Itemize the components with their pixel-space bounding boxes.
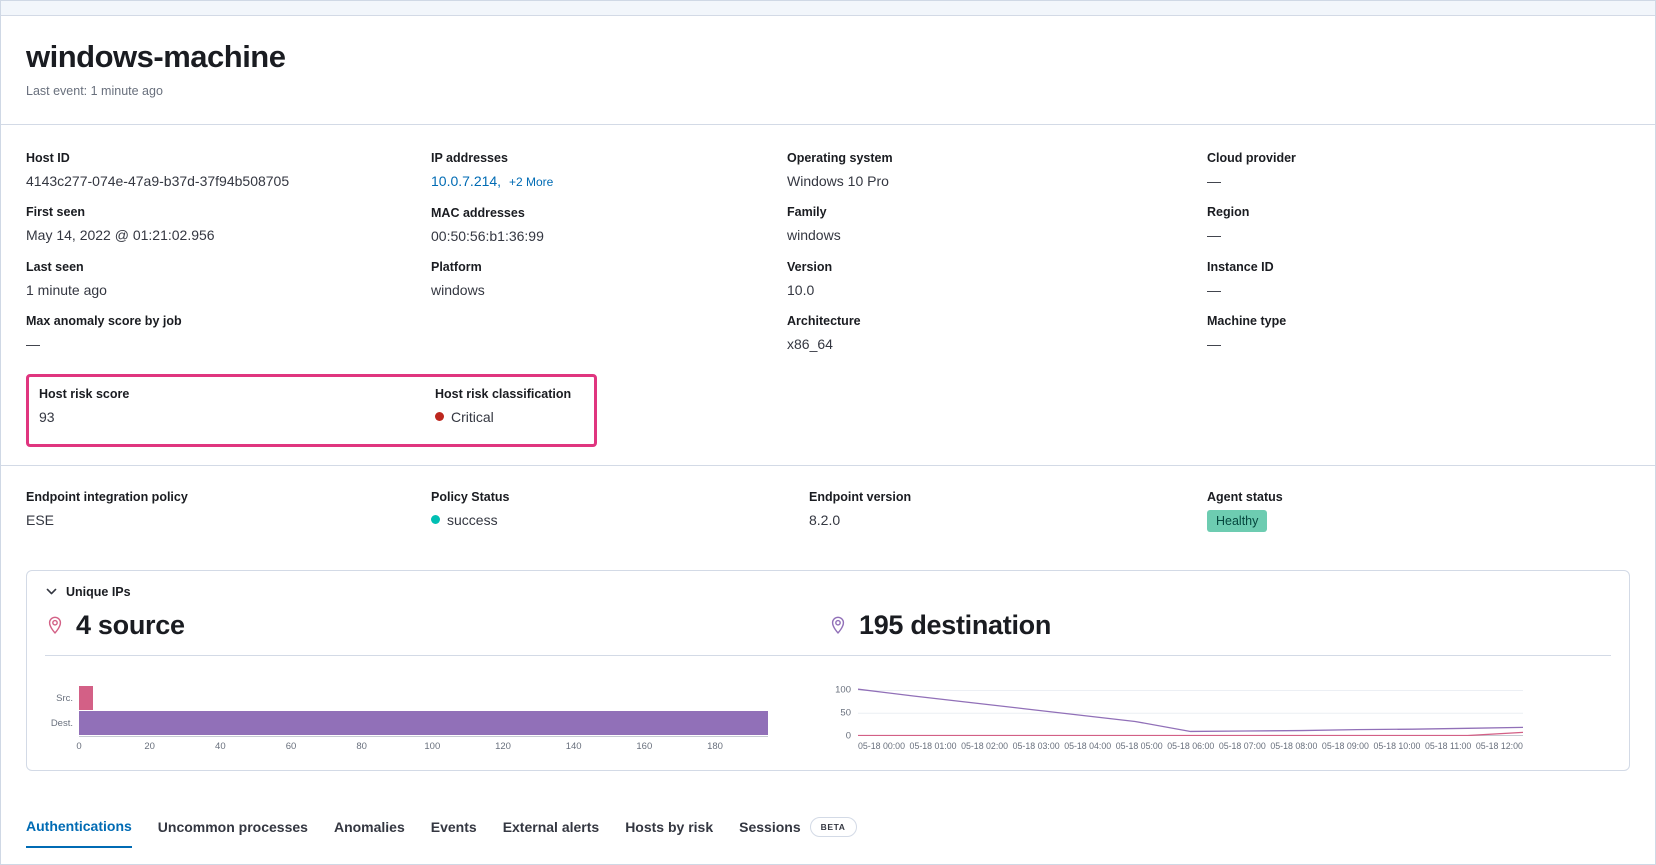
divider <box>1 465 1655 466</box>
field-endpoint-policy: Endpoint integration policy ESE <box>26 490 431 532</box>
field-operating-system: Operating system Windows 10 Pro <box>787 151 1207 191</box>
map-pin-icon-source <box>45 614 65 636</box>
field-max-anomaly-score: Max anomaly score by job — <box>26 314 431 354</box>
field-endpoint-version: Endpoint version 8.2.0 <box>809 490 1207 532</box>
tab-sessions[interactable]: Sessions BETA <box>739 817 856 849</box>
line-chart-x-axis: 05-18 00:0005-18 01:0005-18 02:0005-18 0… <box>858 741 1523 751</box>
critical-status-dot <box>435 412 444 421</box>
chevron-down-icon[interactable] <box>45 585 58 598</box>
destination-stat: 195 destination <box>828 610 1611 641</box>
policy-status-value: success <box>447 512 498 528</box>
source-stat: 4 source <box>45 610 828 641</box>
field-architecture: Architecture x86_64 <box>787 314 1207 354</box>
line-chart-y-axis: 100500 <box>828 686 858 736</box>
field-instance-id: Instance ID — <box>1207 260 1630 300</box>
divider <box>45 655 1611 656</box>
host-risk-highlight-box: Host risk score 93 Host risk classificat… <box>26 374 597 446</box>
overview-column-3: Operating system Windows 10 Pro Family w… <box>787 151 1207 368</box>
window-top-strip <box>1 1 1655 16</box>
overview-column-1: Host ID 4143c277-074e-47a9-b37d-37f94b50… <box>26 151 431 368</box>
destination-count: 195 destination <box>859 610 1051 641</box>
source-bar <box>79 686 93 710</box>
unique-ips-title: Unique IPs <box>66 585 131 599</box>
host-details-page: windows-machine Last event: 1 minute ago… <box>0 0 1656 865</box>
destination-line <box>858 689 1523 731</box>
endpoint-status-row: Endpoint integration policy ESE Policy S… <box>26 490 1630 546</box>
more-ips-link[interactable]: +2 More <box>509 175 553 189</box>
tab-hosts-by-risk[interactable]: Hosts by risk <box>625 819 713 847</box>
field-region: Region — <box>1207 205 1630 245</box>
tab-anomalies[interactable]: Anomalies <box>334 819 405 847</box>
line-chart-svg <box>858 686 1523 736</box>
field-first-seen: First seen May 14, 2022 @ 01:21:02.956 <box>26 205 431 245</box>
tab-events[interactable]: Events <box>431 819 477 847</box>
field-host-risk-score: Host risk score 93 <box>39 387 435 427</box>
bar-category-source: Src. <box>45 693 79 704</box>
bar-category-destination: Dest. <box>45 718 79 729</box>
field-cloud-provider: Cloud provider — <box>1207 151 1630 191</box>
line-chart-plot <box>858 686 1523 736</box>
unique-ips-panel: Unique IPs 4 source 195 destination <box>26 570 1630 771</box>
beta-badge: BETA <box>810 817 857 837</box>
field-host-id: Host ID 4143c277-074e-47a9-b37d-37f94b50… <box>26 151 431 191</box>
last-event-text: Last event: 1 minute ago <box>26 84 1630 98</box>
field-ip-addresses: IP addresses 10.0.7.214, +2 More <box>431 151 787 191</box>
field-machine-type: Machine type — <box>1207 314 1630 354</box>
page-title: windows-machine <box>26 38 1630 75</box>
host-overview-grid: Host ID 4143c277-074e-47a9-b37d-37f94b50… <box>26 151 1630 368</box>
field-family: Family windows <box>787 205 1207 245</box>
field-mac-addresses: MAC addresses 00:50:56:b1:36:99 <box>431 206 787 246</box>
overview-column-4: Cloud provider — Region — Instance ID — … <box>1207 151 1630 368</box>
unique-ips-line-chart: 100500 05-18 00:0005-18 01:0005-18 02:00… <box>828 686 1611 754</box>
field-version: Version 10.0 <box>787 260 1207 300</box>
source-line <box>858 732 1523 735</box>
risk-classification-value: Critical <box>451 409 494 425</box>
bar-chart-x-axis: 020406080100120140160180 <box>79 736 768 754</box>
healthy-status-badge: Healthy <box>1207 510 1267 532</box>
source-count: 4 source <box>76 610 185 641</box>
tab-uncommon-processes[interactable]: Uncommon processes <box>158 819 308 847</box>
field-policy-status: Policy Status success <box>431 490 809 532</box>
host-tabs: Authentications Uncommon processes Anoma… <box>26 817 1630 849</box>
field-agent-status: Agent status Healthy <box>1207 490 1630 532</box>
field-host-risk-classification: Host risk classification Critical <box>435 387 594 427</box>
map-pin-icon-destination <box>828 614 848 636</box>
field-last-seen: Last seen 1 minute ago <box>26 260 431 300</box>
field-platform: Platform windows <box>431 260 787 300</box>
success-status-dot <box>431 515 440 524</box>
page-header: windows-machine Last event: 1 minute ago <box>26 38 1630 98</box>
tab-authentications[interactable]: Authentications <box>26 818 132 848</box>
unique-ips-bar-chart: Src. Dest. 020406080100120140160180 <box>45 686 828 754</box>
overview-column-2: IP addresses 10.0.7.214, +2 More MAC add… <box>431 151 787 368</box>
tab-external-alerts[interactable]: External alerts <box>503 819 600 847</box>
ip-address-link[interactable]: 10.0.7.214, <box>431 173 501 189</box>
destination-bar <box>79 711 768 735</box>
divider <box>1 124 1655 125</box>
gridlines <box>858 690 1523 713</box>
